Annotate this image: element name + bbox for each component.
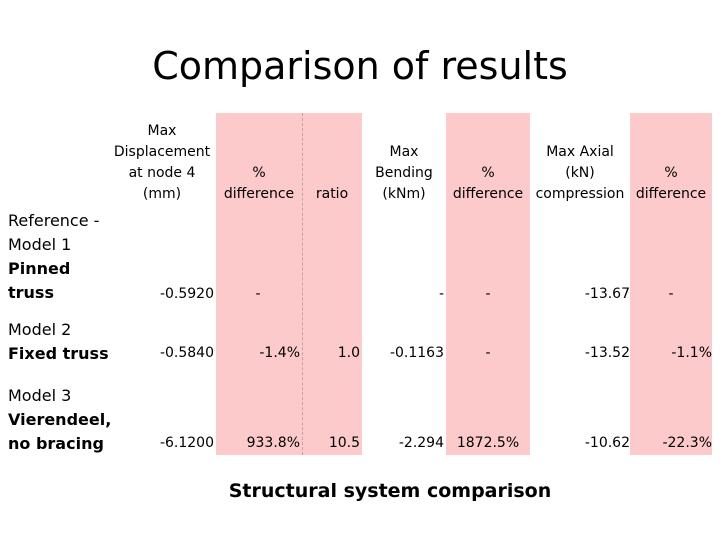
column-divider (302, 113, 303, 455)
row-label-line: Model 1 (8, 235, 72, 254)
row-label-bold-line: no bracing (8, 434, 104, 453)
header-pct2: % difference (446, 163, 530, 205)
row-label-bold-line: Vierendeel, (8, 410, 112, 429)
cell-pct2: - (485, 286, 491, 302)
row-label: Reference - Model 1 Pinned truss (8, 209, 99, 305)
header-axial-line: compression (535, 186, 625, 202)
cell-pct1: 933.8% (246, 435, 300, 451)
row-label: Model 3 Vierendeel, no bracing (8, 384, 111, 456)
header-pct3-line: difference (635, 186, 707, 202)
header-bend-line: Bending (375, 165, 433, 181)
header-ratio: ratio (302, 184, 362, 205)
row-label-line: Model 3 (8, 386, 72, 405)
row-label-bold-line: Fixed truss (8, 344, 109, 363)
header-axial-line: Max Axial (546, 144, 614, 160)
header-pct2-line: difference (452, 186, 524, 202)
page-title: Comparison of results (152, 44, 568, 88)
cell-ratio: 1.0 (337, 345, 360, 361)
header-pct1-line: difference (223, 186, 295, 202)
header-disp-line: Max (147, 123, 177, 139)
header-axial: Max Axial (kN) compression (530, 142, 630, 205)
pct2-column-bg (446, 113, 530, 455)
cell-disp: -0.5920 (159, 286, 214, 302)
cell-ratio: 10.5 (328, 435, 360, 451)
row-label-bold-line: Pinned (8, 259, 71, 278)
cell-pct1: -1.4% (259, 345, 300, 361)
cell-axial: -13.67 (584, 286, 630, 302)
cell-disp: -6.1200 (159, 435, 214, 451)
cell-bend: -2.294 (398, 435, 444, 451)
cell-axial: -13.52 (584, 345, 630, 361)
header-bend-line: (kNm) (382, 186, 426, 202)
row-label: Model 2 Fixed truss (8, 318, 109, 366)
cell-pct1: - (255, 286, 261, 302)
cell-bend: - (438, 286, 444, 302)
header-pct2-line: % (481, 165, 495, 181)
row-label-line: Model 2 (8, 320, 72, 339)
header-bend: Max Bending (kNm) (362, 142, 446, 205)
caption: Structural system comparison (228, 480, 552, 502)
header-pct1: % difference (216, 163, 302, 205)
cell-axial: -10.62 (584, 435, 630, 451)
header-axial-line: (kN) (565, 165, 595, 181)
header-pct1-line: % (252, 165, 266, 181)
header-disp-line: at node 4 (128, 165, 196, 181)
pct1-column-bg (216, 113, 302, 455)
cell-pct3: -1.1% (671, 345, 712, 361)
pct3-column-bg (630, 113, 712, 455)
header-disp-line: Displacement (113, 144, 211, 160)
cell-bend: -0.1163 (389, 345, 444, 361)
header-bend-line: Max (389, 144, 419, 160)
cell-pct3: - (668, 286, 674, 302)
header-disp: Max Displacement at node 4 (mm) (108, 121, 216, 205)
ratio-column-bg (302, 113, 362, 455)
row-label-line: Reference - (8, 211, 100, 230)
header-ratio-line: ratio (315, 186, 349, 202)
header-pct3: % difference (630, 163, 712, 205)
row-label-bold-line: truss (8, 283, 54, 302)
header-pct3-line: % (664, 165, 678, 181)
cell-pct3: -22.3% (662, 435, 712, 451)
cell-disp: -0.5840 (159, 345, 214, 361)
header-disp-line: (mm) (142, 186, 182, 202)
cell-pct2: - (485, 345, 491, 361)
cell-pct2: 1872.5% (456, 435, 520, 451)
